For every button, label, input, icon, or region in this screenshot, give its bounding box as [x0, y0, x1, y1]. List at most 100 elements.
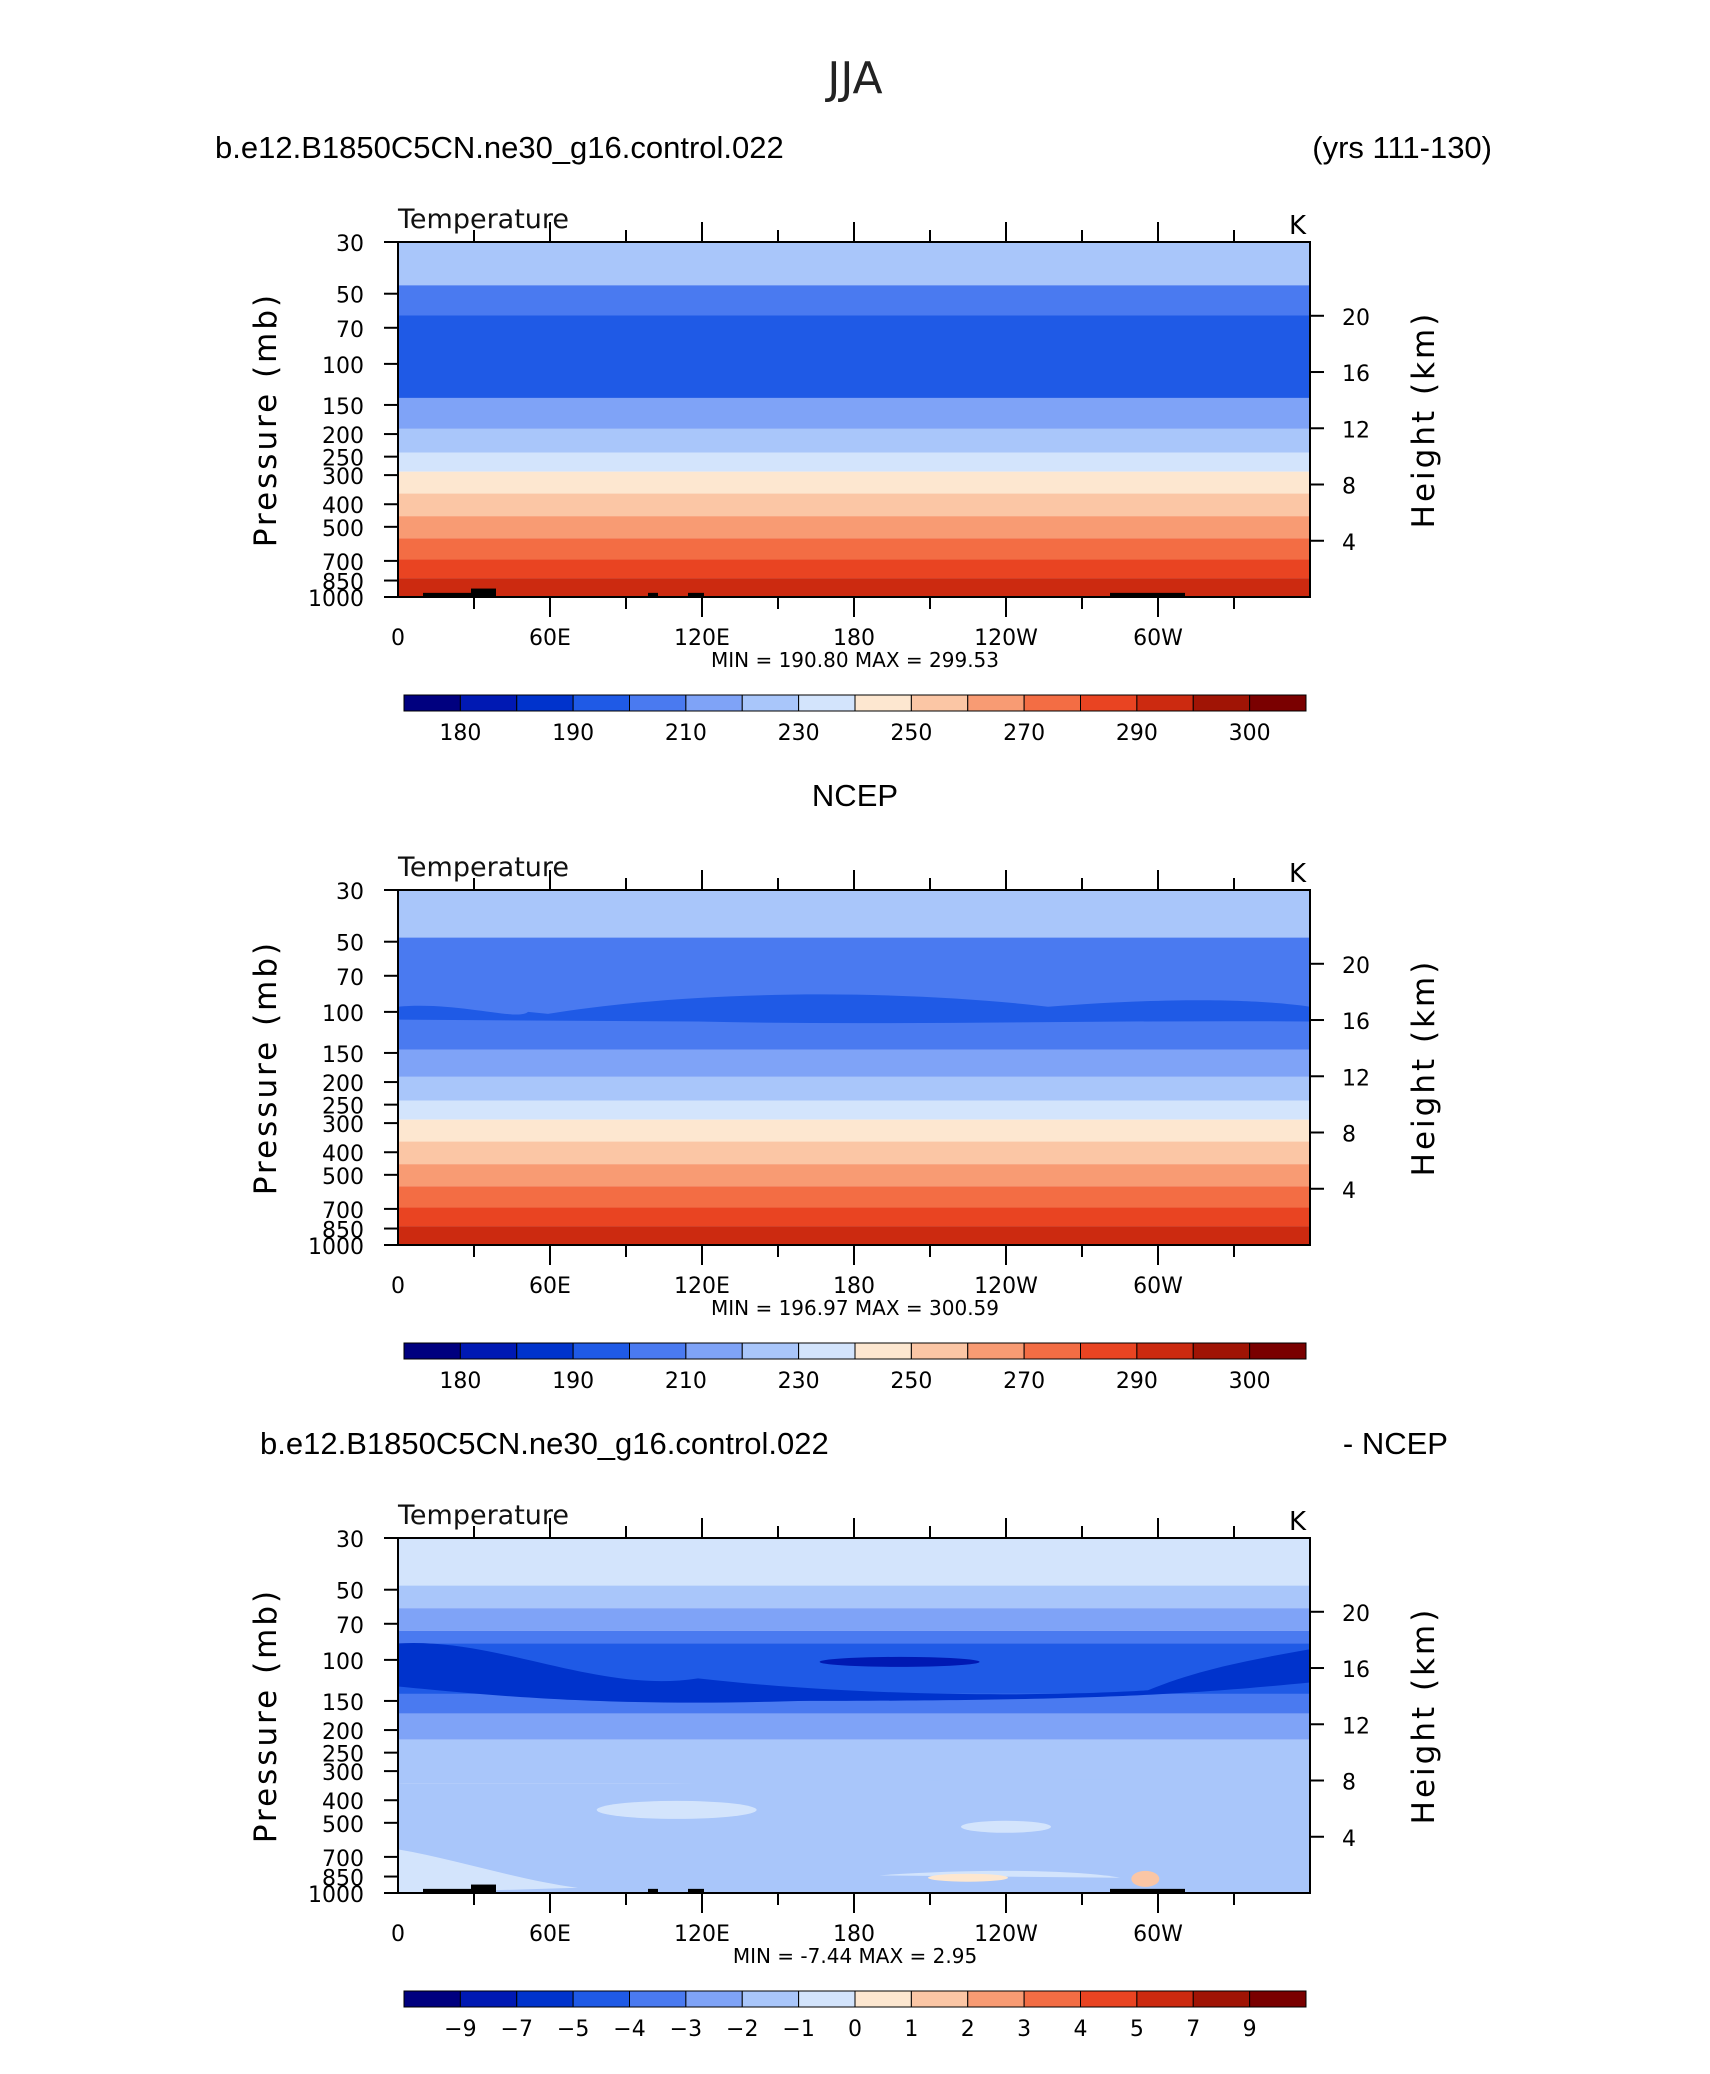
pressure-tick-label: 400: [322, 1142, 364, 1167]
contour-band: [398, 559, 1310, 579]
variable-label: Temperature: [397, 852, 569, 883]
pressure-tick-label: 700: [322, 551, 364, 576]
pressure-tick-label: 200: [322, 1720, 364, 1745]
height-axis-label: Height (km): [1406, 311, 1442, 529]
colorbar-swatch: [516, 1990, 574, 2008]
colorbar-label: 230: [778, 1369, 820, 1394]
lon-tick-label: 180: [833, 626, 875, 651]
lon-tick-label: 180: [833, 1922, 875, 1947]
colorbar-swatch: [1136, 1342, 1194, 1360]
pressure-tick-label: 500: [322, 517, 364, 542]
colorbar-label: 5: [1130, 2017, 1144, 2042]
colorbar: −9 −7 −5 −4 −3 −2 −1 0 1 2 3 4 5 7 9: [403, 1990, 1307, 2042]
pressure-tick-label: 50: [336, 932, 364, 957]
lon-tick-label: 120E: [674, 1922, 730, 1947]
colorbar-label: −4: [613, 2017, 645, 2042]
colorbar-swatch: [741, 694, 800, 712]
unit-label: K: [1289, 1507, 1307, 1537]
colorbar-label: −2: [726, 2017, 758, 2042]
topography-mask: [471, 1884, 496, 1893]
contour-bands: [398, 890, 1310, 1245]
pressure-tick-label: 500: [322, 1165, 364, 1190]
pressure-axis-label: Pressure (mb): [248, 940, 284, 1195]
colorbar-label: 190: [552, 721, 594, 746]
height-tick-label: 4: [1342, 531, 1356, 556]
unit-label: K: [1289, 211, 1307, 241]
height-tick-label: 4: [1342, 1827, 1356, 1852]
pressure-tick-label: 700: [322, 1847, 364, 1872]
colorbar-label: 180: [439, 721, 481, 746]
topography-mask: [648, 1888, 658, 1893]
pressure-tick-label: 100: [322, 1002, 364, 1027]
colorbar-swatch: [403, 1990, 461, 2008]
pressure-tick-label: 70: [336, 1614, 364, 1639]
height-tick-label: 20: [1342, 1602, 1370, 1627]
variable-label: Temperature: [397, 204, 569, 235]
contour-detail: [398, 994, 1310, 1024]
colorbar-swatch: [741, 1990, 800, 2008]
lon-tick-label: 120E: [674, 1274, 730, 1299]
topography-mask: [423, 592, 481, 597]
pressure-tick-label: 150: [322, 1691, 364, 1716]
colorbar-label: 230: [778, 721, 820, 746]
colorbar-swatch: [741, 1342, 800, 1360]
pressure-tick-label: 250: [322, 447, 364, 472]
contour-detail: [928, 1873, 1008, 1882]
pressure-tick-label: 50: [336, 1580, 364, 1605]
colorbar-label: 270: [1003, 1369, 1045, 1394]
panel-header-left: b.e12.B1850C5CN.ne30_g16.control.022: [215, 130, 784, 165]
colorbar-label: 0: [848, 2017, 862, 2042]
lon-tick-label: 0: [391, 1274, 405, 1299]
panel-header-left: b.e12.B1850C5CN.ne30_g16.control.022: [260, 1426, 829, 1461]
lon-tick-label: 120W: [974, 626, 1038, 651]
lon-tick-label: 120W: [974, 1274, 1038, 1299]
colorbar-swatch: [798, 1990, 856, 2008]
contour-band: [398, 1100, 1310, 1120]
colorbar-label: −7: [501, 2017, 533, 2042]
colorbar-swatch: [516, 694, 574, 712]
panel-header-right: (yrs 111-130): [1312, 130, 1492, 165]
pressure-tick-label: 1000: [308, 1883, 364, 1908]
topography-mask: [688, 1888, 704, 1893]
colorbar-swatch: [629, 694, 687, 712]
height-tick-label: 16: [1342, 362, 1370, 387]
pressure-tick-label: 100: [322, 1650, 364, 1675]
pressure-tick-label: 700: [322, 1199, 364, 1224]
colorbar-swatch: [910, 1990, 969, 2008]
lon-tick-label: 0: [391, 626, 405, 651]
colorbar-swatch: [798, 1342, 856, 1360]
pressure-tick-label: 400: [322, 494, 364, 519]
colorbar-swatch: [459, 694, 518, 712]
colorbar-swatch: [403, 694, 461, 712]
colorbar-label: 2: [961, 2017, 975, 2042]
panel-header-center: NCEP: [812, 778, 898, 813]
lon-tick-label: 60W: [1133, 626, 1183, 651]
pressure-tick-label: 30: [336, 232, 364, 257]
colorbar-label: 270: [1003, 721, 1045, 746]
pressure-tick-label: 1000: [308, 1235, 364, 1260]
pressure-axis-label: Pressure (mb): [248, 292, 284, 547]
lon-tick-label: 60E: [529, 1922, 571, 1947]
height-tick-label: 12: [1342, 418, 1370, 443]
contour-band: [398, 1608, 1310, 1631]
pressure-tick-label: 200: [322, 1072, 364, 1097]
height-tick-label: 8: [1342, 1123, 1356, 1148]
colorbar-label: 180: [439, 1369, 481, 1394]
contour-detail: [398, 1642, 1310, 1703]
colorbar-label: 290: [1116, 721, 1158, 746]
colorbar-swatch: [1192, 1342, 1251, 1360]
colorbar-label: 250: [890, 721, 932, 746]
contour-band: [398, 315, 1310, 398]
pressure-tick-label: 30: [336, 880, 364, 905]
contour-detail: [1131, 1870, 1160, 1887]
contour-detail: [819, 1656, 980, 1667]
height-axis-label: Height (km): [1406, 1607, 1442, 1825]
variable-label: Temperature: [397, 1500, 569, 1531]
pressure-axis-label: Pressure (mb): [248, 1588, 284, 1843]
colorbar-swatch: [572, 694, 630, 712]
colorbar-swatch: [1249, 1342, 1307, 1360]
lon-tick-label: 60W: [1133, 1922, 1183, 1947]
colorbar-label: 7: [1186, 2017, 1200, 2042]
pressure-tick-label: 850: [322, 1867, 364, 1892]
